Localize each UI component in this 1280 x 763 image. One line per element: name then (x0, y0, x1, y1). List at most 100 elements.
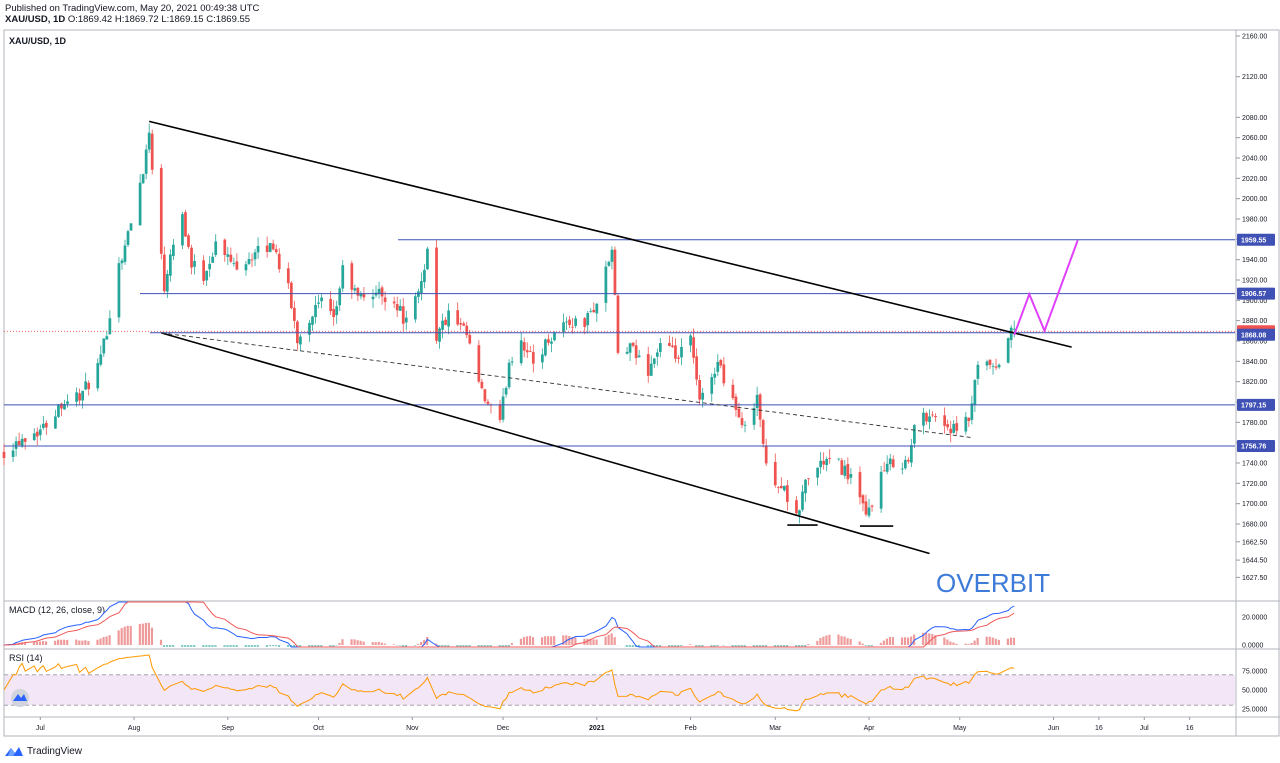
macd-histogram-bar (997, 639, 1000, 645)
price-tick-label: 1980.00 (1242, 217, 1267, 224)
candle (338, 286, 342, 311)
candle (123, 239, 127, 265)
macd-histogram-bar (610, 633, 613, 645)
candle-body (208, 263, 212, 270)
macd-histogram-bar (271, 645, 275, 647)
candle (423, 264, 426, 289)
macd-histogram-bar (776, 645, 780, 647)
candle (265, 236, 269, 258)
candle (607, 260, 611, 267)
overbit-watermark: OVERBIT (936, 568, 1050, 598)
macd-histogram-bar (268, 645, 271, 647)
candle (17, 432, 21, 446)
candle-body (879, 471, 883, 509)
macd-histogram-bar (710, 645, 713, 647)
macd-histogram-bar (885, 638, 888, 645)
candle (668, 335, 671, 347)
macd-histogram-bar (229, 645, 232, 647)
candle (550, 337, 553, 353)
macd-histogram-bar (413, 645, 417, 646)
candle-body (943, 415, 947, 426)
macd-histogram-bar (964, 643, 967, 645)
candle-body (193, 261, 196, 267)
candle (32, 428, 36, 442)
candle-body (719, 360, 723, 366)
symbol-label: XAU/USD, 1D (5, 14, 66, 25)
candle-body (910, 445, 913, 463)
candle (84, 372, 88, 391)
macd-histogram-bar (105, 636, 108, 645)
candle (822, 452, 826, 470)
macd-histogram-bar (668, 645, 671, 647)
candle (867, 498, 871, 518)
candle (99, 345, 103, 367)
macd-histogram-bar (970, 643, 973, 645)
macd-histogram-bar (649, 645, 653, 647)
time-tick-label: Feb (685, 725, 697, 732)
candle-body (392, 301, 396, 304)
candle (652, 357, 656, 368)
candle (1009, 325, 1013, 349)
price-tick-label: 2160.00 (1242, 34, 1267, 41)
candle-body (87, 382, 91, 390)
macd-histogram-bar (420, 641, 423, 645)
candle-body (1009, 327, 1013, 341)
macd-histogram-bar (837, 634, 840, 645)
candle-body (57, 404, 60, 417)
macd-histogram-bar (35, 641, 39, 645)
candle-body (256, 245, 260, 253)
candle-body (550, 341, 553, 344)
candle-body (211, 256, 215, 263)
candle (991, 363, 995, 375)
macd-histogram-bar (988, 636, 991, 645)
macd-histogram-bar (138, 624, 141, 645)
candle (568, 315, 571, 329)
candle-body (447, 310, 450, 327)
candle-body (353, 288, 357, 291)
candle (465, 321, 469, 339)
candle (595, 303, 599, 322)
macd-histogram-bar (801, 645, 804, 647)
candle (44, 420, 48, 435)
macd-histogram-bar (265, 645, 268, 647)
candle (78, 388, 81, 406)
candle-body (350, 263, 354, 290)
time-tick-label: Oct (313, 725, 324, 732)
candle-body (362, 293, 366, 298)
candle-body (229, 254, 233, 262)
macd-histogram-bar (925, 632, 928, 645)
candle-body (311, 316, 314, 325)
candle-body (11, 450, 15, 458)
macd-histogram-bar (374, 642, 377, 645)
candle-body (435, 247, 438, 341)
macd-histogram-bar (359, 640, 362, 645)
candle-body (819, 460, 822, 468)
candle-body (801, 491, 804, 510)
macd-histogram-bar (607, 634, 610, 645)
macd-histogram-bar (816, 640, 819, 645)
time-tick-label: Nov (406, 725, 419, 732)
candle-body (99, 354, 103, 365)
price-tick-label: 1740.00 (1242, 461, 1267, 468)
candle (637, 349, 641, 358)
candle (314, 296, 317, 324)
candle-body (976, 364, 980, 379)
macd-histogram-bar (1006, 638, 1009, 645)
candle (973, 378, 977, 413)
macd-histogram-bar (882, 640, 885, 645)
candle (925, 411, 928, 425)
candle-body (604, 266, 608, 303)
candle (692, 328, 695, 364)
candle (108, 310, 112, 335)
candle-body (247, 259, 251, 264)
macd-histogram-bar (625, 645, 628, 647)
candle-body (870, 505, 874, 507)
price-tick-label: 2060.00 (1242, 135, 1267, 142)
candle-body (692, 337, 695, 358)
price-tick-label: 1700.00 (1242, 501, 1267, 508)
candle (655, 348, 659, 366)
price-label-text: 1959.55 (1241, 237, 1266, 244)
candle-body (646, 354, 650, 376)
candle-body (510, 361, 514, 363)
